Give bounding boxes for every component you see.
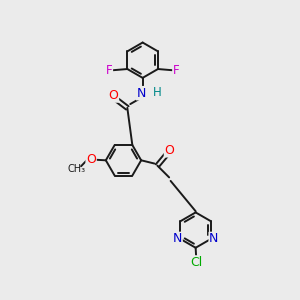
Text: F: F bbox=[173, 64, 179, 77]
Text: N: N bbox=[136, 87, 146, 100]
Text: Cl: Cl bbox=[190, 256, 202, 269]
Text: O: O bbox=[164, 144, 174, 157]
Text: O: O bbox=[86, 153, 96, 166]
Text: F: F bbox=[106, 64, 112, 77]
Text: CH₃: CH₃ bbox=[68, 164, 86, 173]
Text: O: O bbox=[109, 89, 118, 102]
Text: N: N bbox=[209, 232, 219, 245]
Text: H: H bbox=[153, 86, 162, 99]
Text: N: N bbox=[173, 232, 182, 245]
